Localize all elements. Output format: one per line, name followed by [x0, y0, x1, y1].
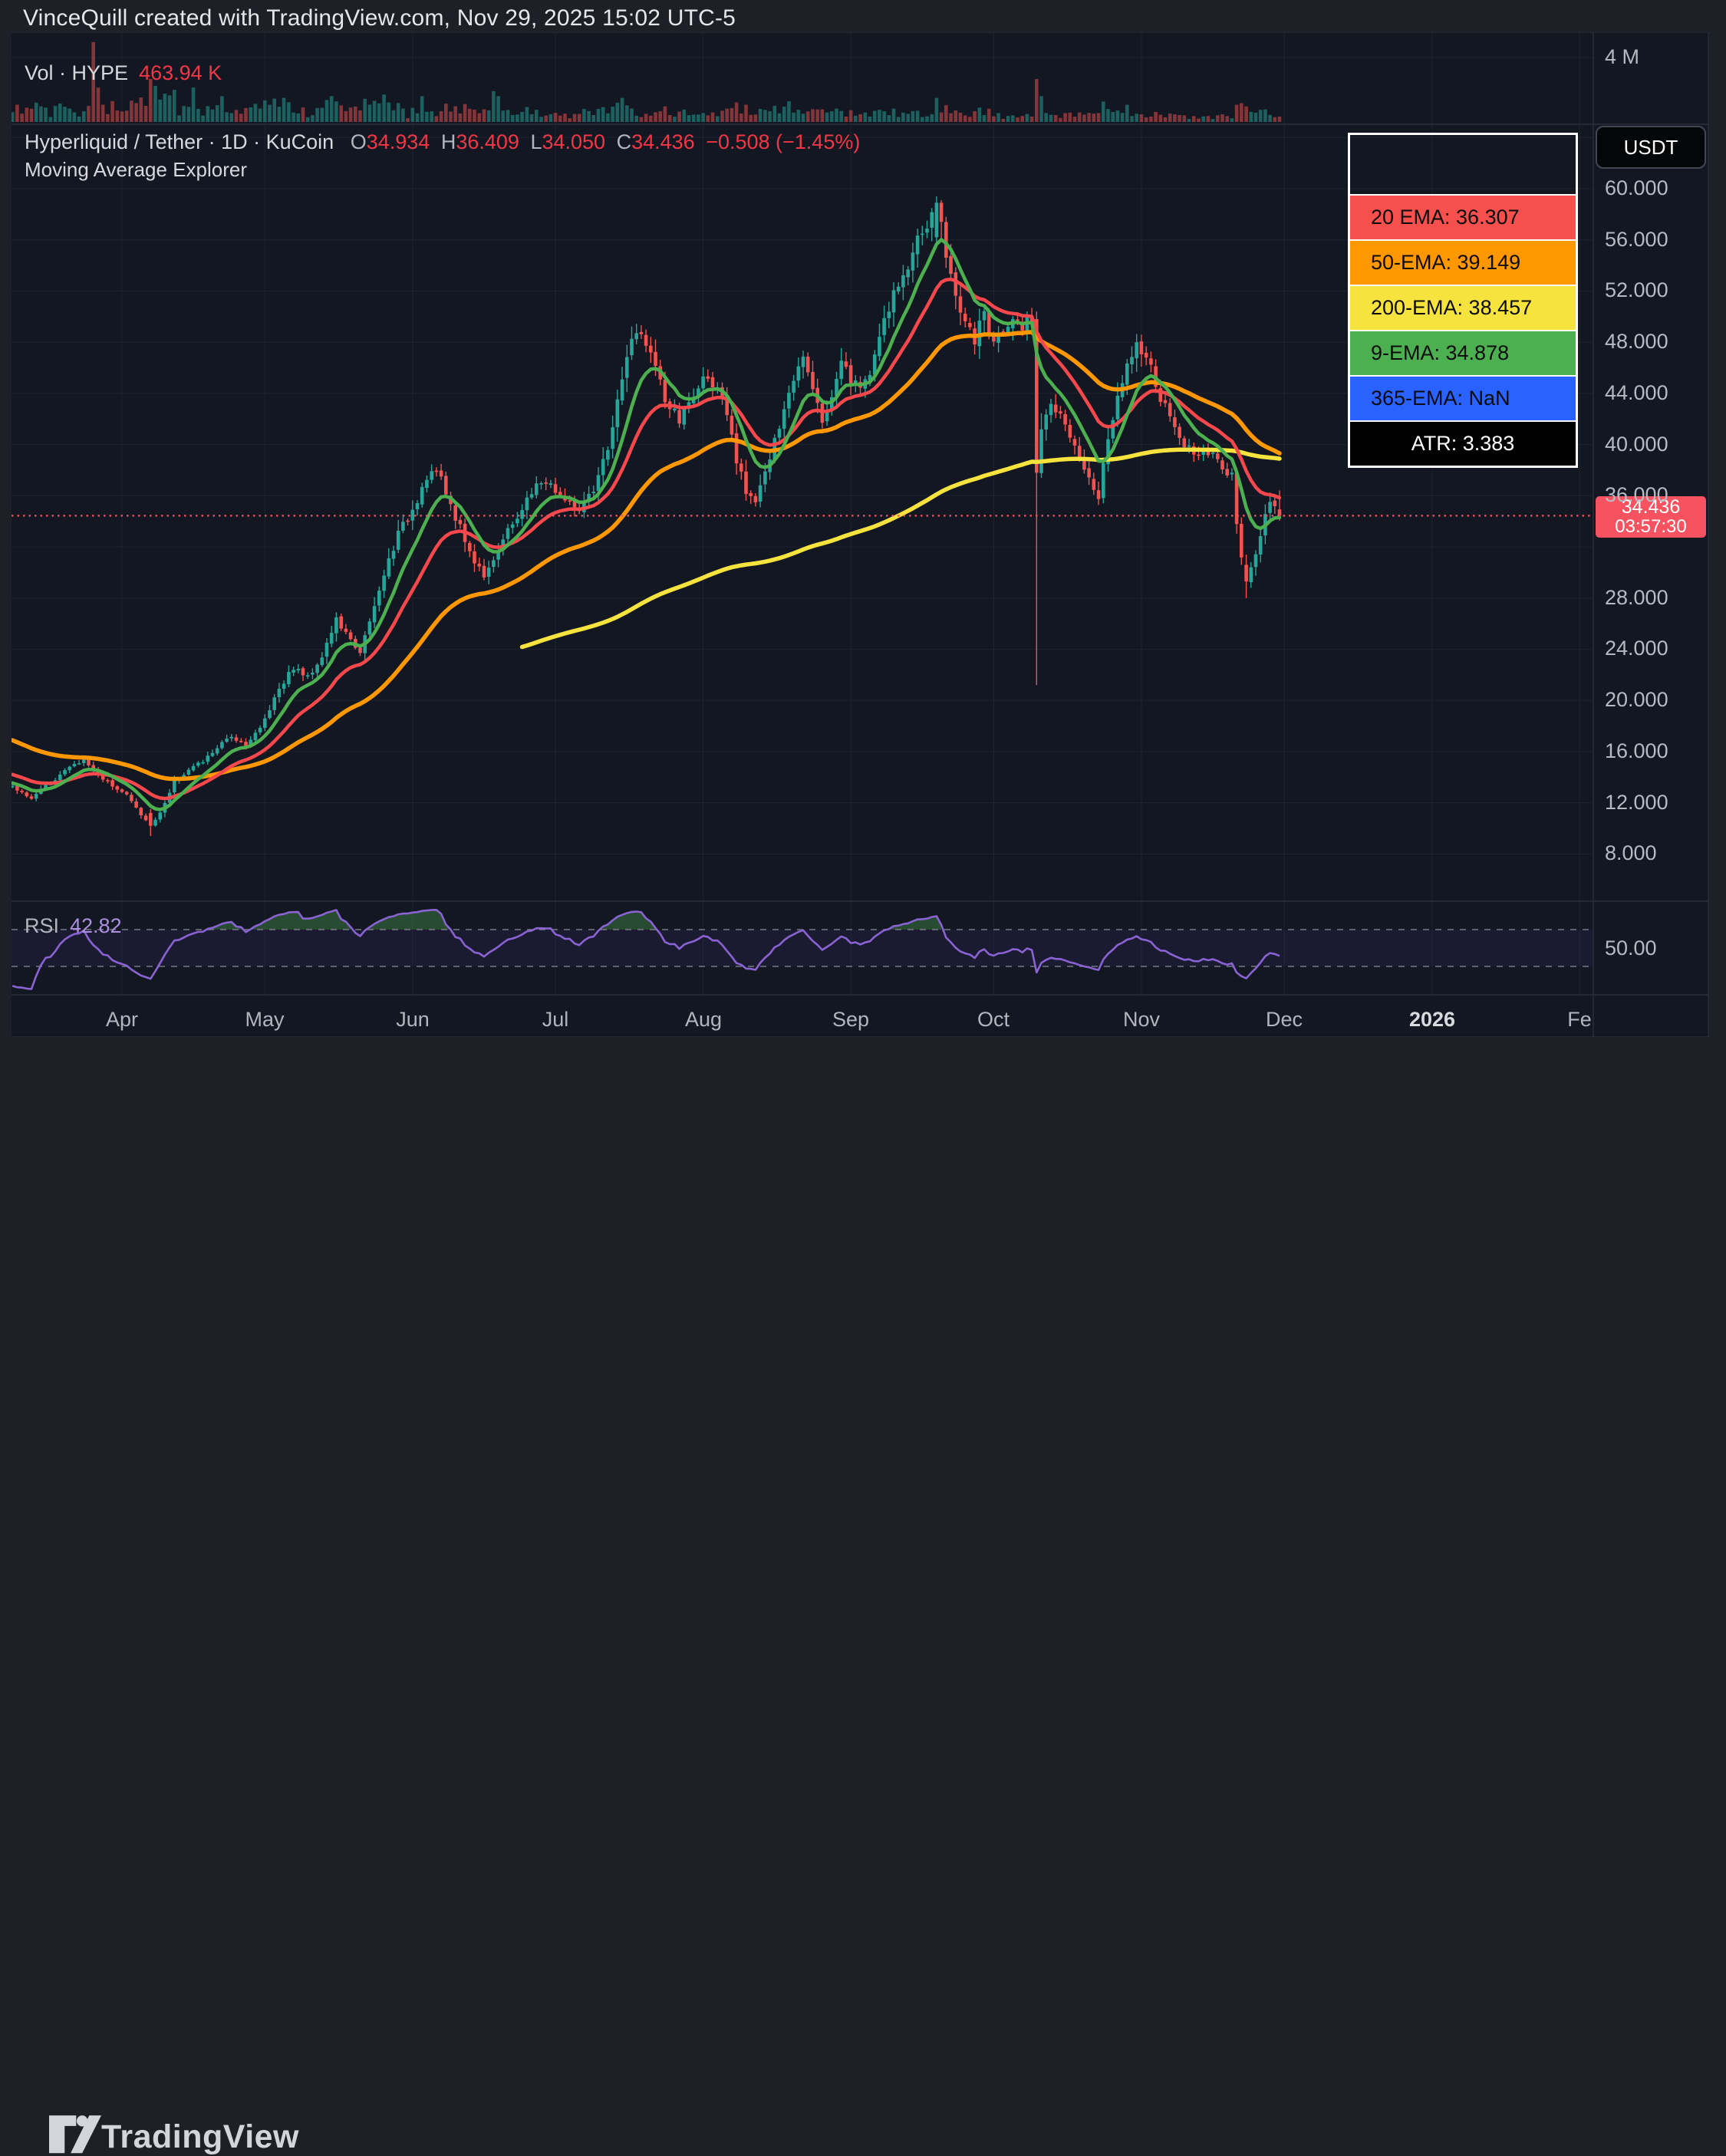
open-label: O: [350, 130, 367, 153]
footer-brand-text: TradingView: [101, 2118, 299, 2155]
currency-toggle-button[interactable]: USDT: [1596, 126, 1706, 169]
legend-row-1: 50-EMA: 39.149: [1350, 239, 1576, 285]
price-axis-tick: 40.000: [1605, 432, 1668, 456]
time-axis-label-nov: Nov: [1122, 1008, 1160, 1031]
bar-countdown: 03:57:30: [1615, 516, 1687, 537]
grid-lines: [12, 32, 1593, 995]
time-axis-label-may: May: [245, 1008, 285, 1031]
low-value: 34.050: [542, 130, 606, 153]
legend-row-0: 20 EMA: 36.307: [1350, 194, 1576, 239]
ma-legend-box[interactable]: 20 EMA: 36.307 50-EMA: 39.149 200-EMA: 38.…: [1348, 133, 1578, 468]
price-axis-tick: 20.000: [1605, 688, 1668, 712]
price-axis-tick: 12.000: [1605, 790, 1668, 814]
legend-row-2: 200-EMA: 38.457: [1350, 285, 1576, 330]
price-axis-tick: 52.000: [1605, 278, 1668, 302]
time-axis-label-aug: Aug: [684, 1008, 723, 1031]
time-axis-label-2026: 2026: [1408, 1008, 1456, 1031]
pane-borders: [12, 32, 1709, 1037]
legend-row-3: 9-EMA: 34.878: [1350, 330, 1576, 375]
volume-value: 463.94 K: [139, 61, 222, 84]
rsi-label: RSI: [25, 914, 60, 937]
ema-lines: [12, 238, 1282, 811]
header-bar: VinceQuill created with TradingView.com,…: [0, 0, 1726, 32]
high-label: H: [440, 130, 456, 153]
price-axis-tick: 28.000: [1605, 585, 1668, 609]
last-price-value: 34.436: [1621, 496, 1681, 518]
symbol-title: Hyperliquid / Tether · 1D · KuCoin: [25, 130, 334, 153]
volume-label: Vol · HYPE: [25, 61, 129, 84]
tradingview-logo-icon: [49, 2115, 101, 2154]
time-axis-label-dec: Dec: [1265, 1008, 1303, 1031]
price-axis-tick: 8.000: [1605, 841, 1657, 865]
time-axis-label-oct: Oct: [977, 1008, 1010, 1031]
volume-pane-legend[interactable]: Vol · HYPE 463.94 K: [25, 61, 222, 85]
price-axis-tick: 48.000: [1605, 330, 1668, 354]
rsi-pane-legend[interactable]: RSI 42.82: [25, 914, 122, 938]
rsi-plot: [12, 909, 1593, 990]
candlesticks: [12, 196, 1282, 836]
legend-header-spacer: [1350, 135, 1576, 194]
chart-canvas[interactable]: [12, 32, 1709, 1037]
volume-axis-tick: 4 M: [1605, 45, 1640, 68]
price-axis-tick: 56.000: [1605, 227, 1668, 251]
symbol-ohlc-row[interactable]: Hyperliquid / Tether · 1D · KuCoin O34.9…: [25, 130, 860, 154]
header-attribution-text: VinceQuill created with TradingView.com,…: [23, 5, 736, 31]
footer-bar: TradingView: [0, 1037, 1726, 2155]
last-price-badge[interactable]: 34.436 03:57:30: [1596, 496, 1706, 538]
time-axis-label-jun: Jun: [396, 1008, 430, 1031]
price-axis-tick: 44.000: [1605, 380, 1668, 404]
legend-row-4: 365-EMA: NaN: [1350, 375, 1576, 420]
low-label: L: [530, 130, 542, 153]
rsi-axis-tick: 50.00: [1605, 936, 1657, 960]
price-axis-tick: 36.000: [1605, 483, 1668, 507]
time-axis-label-sep: Sep: [832, 1008, 870, 1031]
change-value: −0.508 (−1.45%): [706, 130, 861, 153]
high-value: 36.409: [456, 130, 519, 153]
time-axis-label-jul: Jul: [542, 1008, 569, 1031]
rsi-value: 42.82: [70, 914, 122, 937]
indicator-title[interactable]: Moving Average Explorer: [25, 158, 248, 181]
price-axis-tick: 24.000: [1605, 637, 1668, 660]
price-axis-tick: 60.000: [1605, 176, 1668, 199]
volume-bars: [12, 41, 1282, 122]
close-label: C: [616, 130, 632, 153]
close-value: 34.436: [631, 130, 695, 153]
open-value: 34.934: [366, 130, 430, 153]
legend-row-5: ATR: 3.383: [1350, 420, 1576, 466]
time-axis-label-fe: Fe: [1567, 1008, 1592, 1031]
price-axis-tick: 16.000: [1605, 739, 1668, 762]
time-axis-label-apr: Apr: [105, 1008, 139, 1031]
